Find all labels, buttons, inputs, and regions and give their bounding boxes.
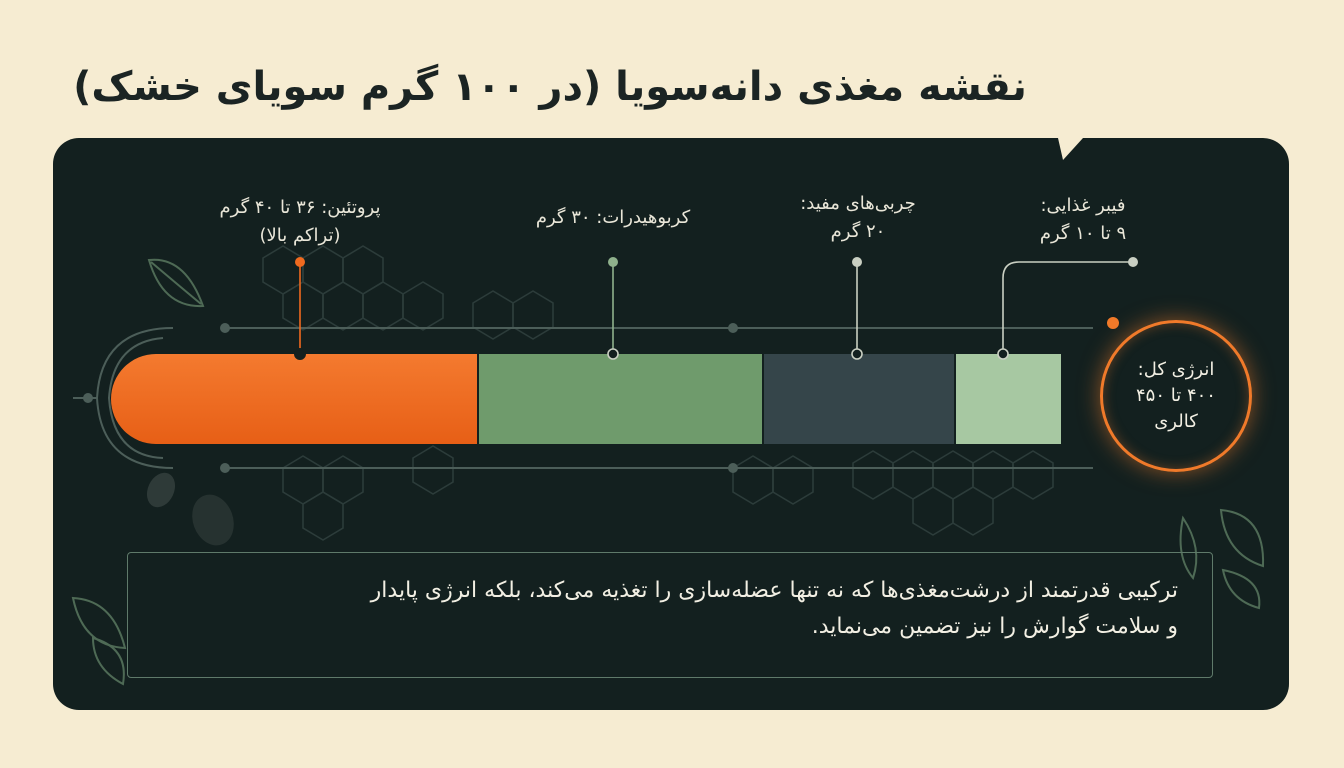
nutrition-panel: پروتئین: ۳۶ تا ۴۰ گرم (تراکم بالا) کربوه… [53,138,1289,710]
fat-label-line2: ۲۰ گرم [830,221,886,242]
summary-box: ترکیبی قدرتمند از درشت‌مغذی‌ها که نه تنه… [127,552,1213,678]
decoration-layer [71,138,1265,686]
soybean-icon [146,472,234,546]
leaf-icon [71,258,1265,686]
fiber-joint [997,348,1009,360]
energy-badge: انرژی کل: ۴۰۰ تا ۴۵۰ کالری [1100,320,1252,472]
carbohydrate-marker [608,257,618,267]
fat-joint [851,348,863,360]
fiber-label-line2: ۹ تا ۱۰ گرم [1039,223,1127,244]
energy-marker [1107,317,1119,329]
fat-marker [852,257,862,267]
carbohydrate-segment [479,354,762,444]
protein-label-line1: پروتئین: ۳۶ تا ۴۰ گرم [219,197,381,218]
summary-line1: ترکیبی قدرتمند از درشت‌مغذی‌ها که نه تنه… [370,578,1178,603]
panel-notch [1058,138,1083,160]
fat-label: چربی‌های مفید: ۲۰ گرم [773,190,943,246]
protein-marker [295,257,305,267]
protein-segment [111,354,477,444]
page-title: نقشه مغذی دانه‌سویا (در ۱۰۰ گرم سویای خش… [73,64,1027,110]
bar-frame [73,323,1093,473]
fiber-label-line1: فیبر غذایی: [1040,195,1126,216]
protein-label: پروتئین: ۳۶ تا ۴۰ گرم (تراکم بالا) [200,194,400,250]
carbohydrate-joint [607,348,619,360]
fat-label-line1: چربی‌های مفید: [800,193,916,214]
energy-line2: ۴۰۰ تا ۴۵۰ [1136,385,1216,406]
protein-joint [294,348,306,360]
leader-lines [294,257,1138,360]
fiber-label: فیبر غذایی: ۹ تا ۱۰ گرم [1008,192,1158,248]
fiber-segment [956,354,1061,444]
carbohydrate-label: کربوهیدرات: ۳۰ گرم [513,204,713,232]
summary-line2: و سلامت گوارش را نیز تضمین می‌نماید. [811,614,1178,639]
fiber-marker [1128,257,1138,267]
protein-label-line2: (تراکم بالا) [259,225,341,246]
energy-line1: انرژی کل: [1137,359,1215,380]
fat-segment [764,354,954,444]
energy-line3: کالری [1154,411,1198,432]
carbohydrate-label-line1: کربوهیدرات: ۳۰ گرم [535,207,691,228]
